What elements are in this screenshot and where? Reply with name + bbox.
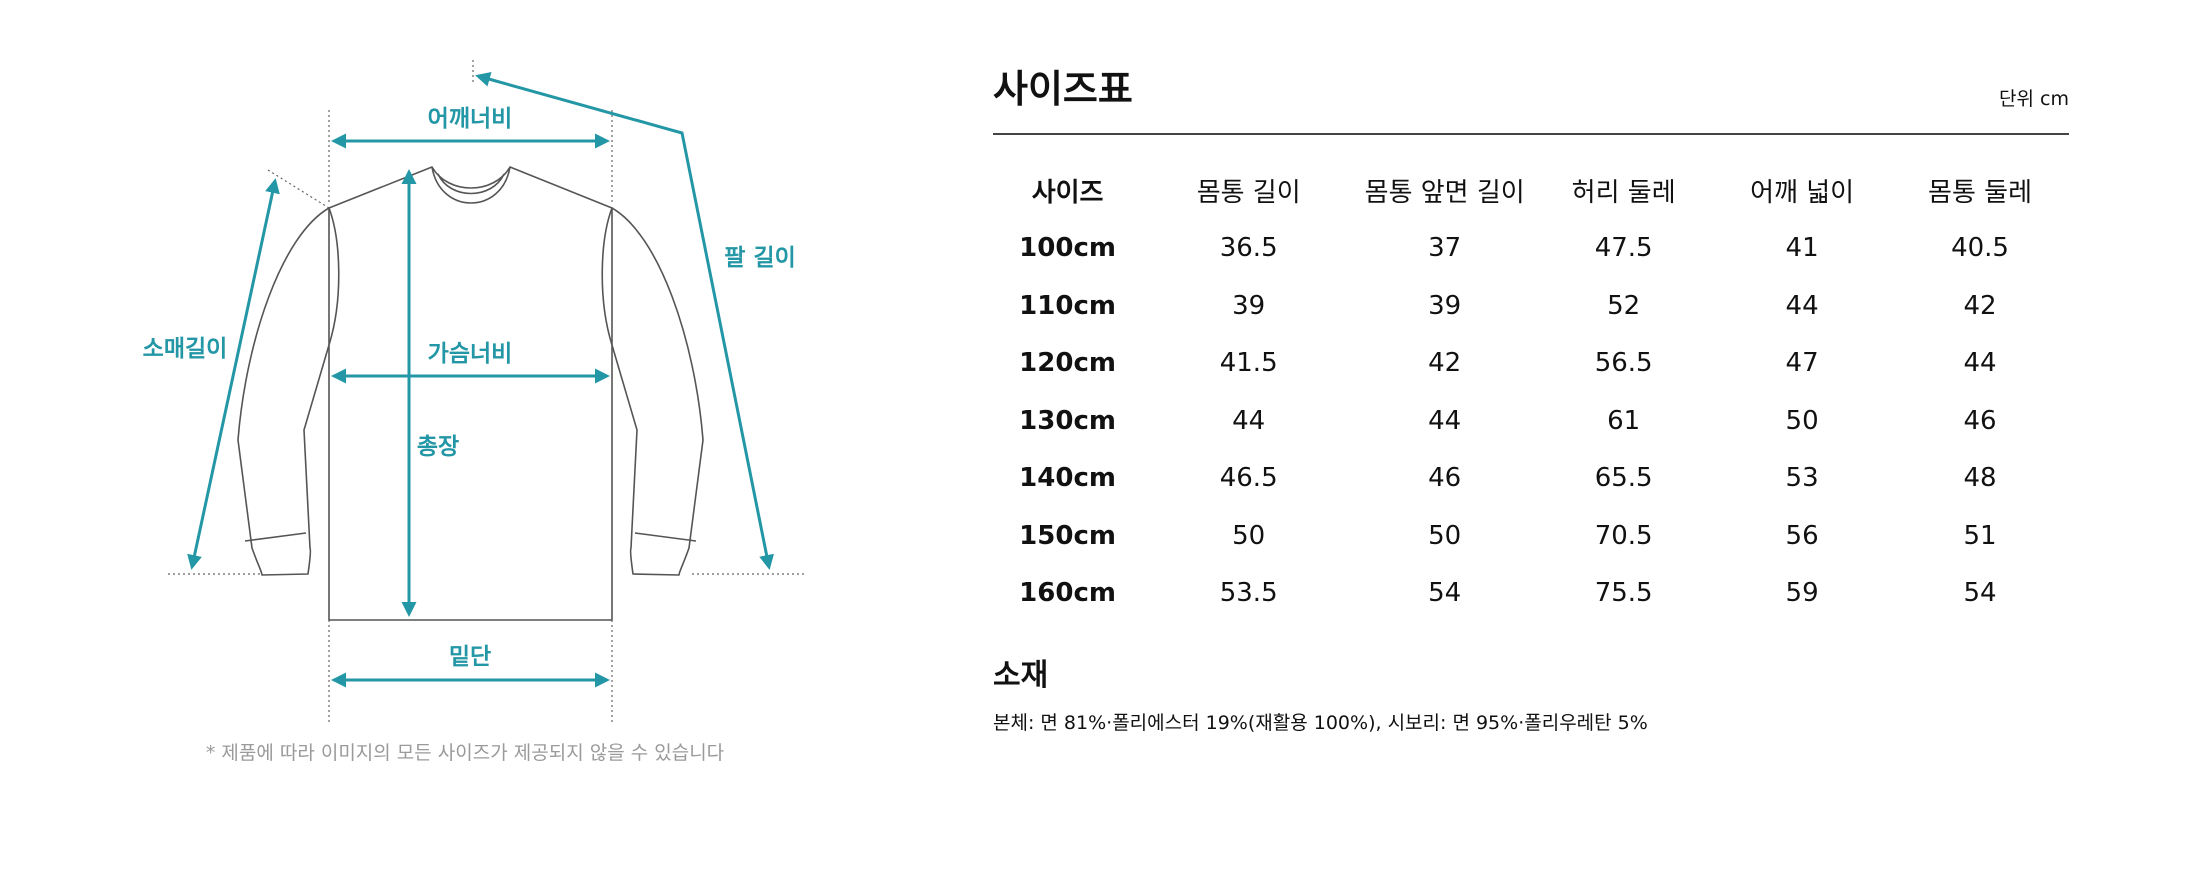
value-cell: 39 [1232, 290, 1266, 321]
value-cell: 59 [1785, 578, 1819, 609]
value-cell: 70.5 [1594, 520, 1653, 551]
value-cell: 56.5 [1594, 348, 1653, 379]
size-cell: 110cm [1019, 290, 1116, 321]
table-row: 100cm 36.5 37 47.5 41 40.5 [993, 220, 2069, 278]
value-cell: 53 [1785, 463, 1819, 494]
material-text: 본체: 면 81%·폴리에스터 19%(재활용 100%), 시보리: 면 95… [993, 712, 1648, 734]
total-length-label: 총장 [417, 434, 459, 460]
value-cell: 36.5 [1219, 233, 1278, 264]
header-chest: 몸통 둘레 [1928, 178, 2032, 209]
value-cell: 44 [1785, 290, 1819, 321]
value-cell: 65.5 [1594, 463, 1653, 494]
shoulder-width-label: 어깨너비 [428, 106, 513, 132]
value-cell: 75.5 [1594, 578, 1653, 609]
size-cell: 120cm [1019, 348, 1116, 379]
unit-label: 단위 cm [1999, 88, 2069, 110]
value-cell: 42 [1428, 348, 1462, 379]
sleeve-length-arrow [187, 178, 280, 570]
value-cell: 53.5 [1219, 578, 1278, 609]
material-title: 소재 [993, 658, 1049, 693]
sleeve-length-label: 소매길이 [143, 336, 228, 362]
value-cell: 41.5 [1219, 348, 1278, 379]
header-waist: 허리 둘레 [1571, 178, 1676, 209]
value-cell: 51 [1963, 520, 1997, 551]
value-cell: 50 [1428, 520, 1462, 551]
value-cell: 61 [1607, 405, 1641, 436]
value-cell: 44 [1428, 405, 1462, 436]
size-table: 사이즈 몸통 길이 몸통 앞면 길이 허리 둘레 어깨 넓이 몸통 둘레 100… [993, 162, 2069, 622]
header-front-length: 몸통 앞면 길이 [1364, 178, 1525, 209]
value-cell: 47 [1785, 348, 1819, 379]
value-cell: 56 [1785, 520, 1819, 551]
value-cell: 44 [1232, 405, 1266, 436]
header-size: 사이즈 [1031, 178, 1104, 209]
hem-label: 밑단 [449, 644, 491, 670]
value-cell: 48 [1963, 463, 1997, 494]
chest-width-label: 가슴너비 [428, 341, 513, 367]
table-row: 110cm 39 39 52 44 42 [993, 277, 2069, 335]
shirt-outline [237, 166, 704, 621]
value-cell: 54 [1428, 578, 1462, 609]
size-cell: 100cm [1019, 233, 1116, 264]
value-cell: 42 [1963, 290, 1997, 321]
size-cell: 160cm [1019, 578, 1116, 609]
value-cell: 46 [1428, 463, 1462, 494]
value-cell: 50 [1232, 520, 1266, 551]
size-cell: 140cm [1019, 463, 1116, 494]
table-row: 150cm 50 50 70.5 56 51 [993, 507, 2069, 565]
table-row: 130cm 44 44 61 50 46 [993, 392, 2069, 450]
garment-size-diagram: 어깨너비 팔 길이 소매길이 가슴너비 총장 밑단 [143, 60, 806, 722]
table-row: 120cm 41.5 42 56.5 47 44 [993, 335, 2069, 393]
size-cell: 150cm [1019, 520, 1116, 551]
table-header-row: 사이즈 몸통 길이 몸통 앞면 길이 허리 둘레 어깨 넓이 몸통 둘레 [993, 162, 2069, 220]
title-divider [993, 133, 2069, 135]
value-cell: 37 [1428, 233, 1462, 264]
value-cell: 47.5 [1594, 233, 1653, 264]
arm-length-arrow [475, 72, 774, 570]
value-cell: 44 [1963, 348, 1997, 379]
header-body-length: 몸통 길이 [1196, 178, 1301, 209]
value-cell: 50 [1785, 405, 1819, 436]
arm-length-label: 팔 길이 [724, 245, 796, 271]
size-disclaimer-note: * 제품에 따라 이미지의 모든 사이즈가 제공되지 않을 수 있습니다 [205, 742, 725, 764]
value-cell: 52 [1607, 290, 1641, 321]
value-cell: 46 [1963, 405, 1997, 436]
value-cell: 41 [1785, 233, 1819, 264]
table-row: 140cm 46.5 46 65.5 53 48 [993, 450, 2069, 508]
value-cell: 40.5 [1951, 233, 2009, 264]
value-cell: 39 [1428, 290, 1462, 321]
measurement-arrows [187, 72, 774, 688]
size-chart-title: 사이즈표 [993, 67, 1133, 111]
value-cell: 46.5 [1219, 463, 1278, 494]
header-shoulder: 어깨 넓이 [1750, 178, 1855, 209]
table-row: 160cm 53.5 54 75.5 59 54 [993, 565, 2069, 623]
size-cell: 130cm [1019, 405, 1116, 436]
value-cell: 54 [1963, 578, 1997, 609]
